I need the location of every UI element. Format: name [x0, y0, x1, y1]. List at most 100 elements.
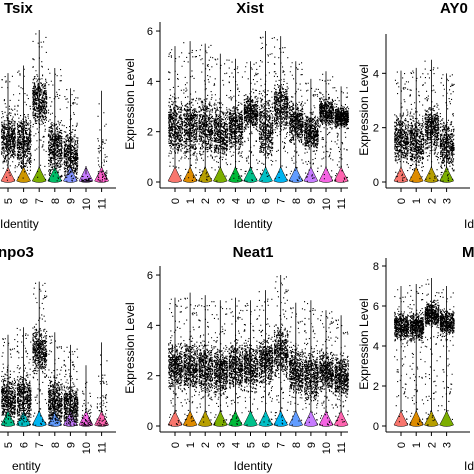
x-tick-label: 6 [261, 198, 273, 204]
y-tick-label: 2 [373, 123, 379, 135]
violin-body [273, 409, 288, 427]
y-axis-label: Expression Level [357, 298, 371, 389]
violin-body [393, 409, 409, 427]
x-tick-label: 7 [276, 198, 288, 204]
y-tick-label: 4 [147, 320, 153, 332]
violin-4: 4 [228, 58, 244, 204]
violin-points [63, 346, 79, 426]
violin-body [333, 409, 349, 427]
x-tick-label: 3 [442, 198, 454, 204]
y-tick-label: 8 [373, 261, 379, 273]
violin-points [424, 60, 440, 182]
violin-body [213, 409, 228, 427]
x-tick-label: 1 [185, 442, 197, 448]
violin-2: 2 [424, 278, 440, 448]
violin-points [258, 36, 274, 182]
y-tick-label: 4 [373, 341, 379, 353]
violin-points [213, 58, 229, 182]
violin-points [228, 59, 244, 182]
violin-points [319, 311, 334, 426]
panel-title: Tsix [4, 0, 34, 17]
violin-points [228, 298, 244, 426]
violin-body [197, 165, 213, 183]
violin-body [197, 409, 213, 427]
violin-points [16, 327, 32, 426]
violin-body [408, 165, 424, 183]
violin-body [0, 165, 16, 183]
y-tick-label: 2 [147, 127, 153, 139]
violin-points [32, 282, 48, 426]
x-tick-label: 11 [97, 198, 109, 209]
violin-body [424, 409, 439, 427]
violin-10: 10 [318, 310, 334, 454]
x-tick-label: 1 [411, 442, 423, 448]
violin-body [213, 165, 228, 183]
violin-points [96, 354, 108, 426]
violin-points [0, 75, 17, 181]
x-tick-label: 7 [34, 442, 46, 448]
violin-body [288, 165, 304, 183]
y-tick-label: 2 [373, 381, 379, 393]
x-tick-label: 0 [396, 198, 408, 204]
violin-5: 5 [0, 73, 17, 204]
violin-body [393, 165, 409, 183]
violin-body [31, 409, 47, 427]
x-tick-label: 6 [19, 198, 31, 204]
x-tick-label: 9 [65, 198, 77, 204]
x-axis-label: entity [12, 459, 41, 473]
violin-body [47, 165, 63, 183]
violin-7: 7 [273, 275, 289, 448]
x-tick-label: 9 [306, 442, 318, 448]
violin-body [94, 165, 109, 183]
panel-title: npo3 [0, 244, 34, 261]
violin-points [16, 68, 32, 179]
x-tick-label: 5 [3, 442, 15, 448]
panel-npo3: npo3 5 6 7 8 9 10 11 entity [0, 244, 116, 473]
violin-8: 8 [47, 68, 63, 204]
violin-6: 6 [16, 65, 32, 204]
violin-body [303, 165, 319, 183]
violin-body [167, 409, 183, 427]
x-tick-label: 10 [321, 198, 333, 210]
x-tick-label: 5 [246, 442, 258, 448]
violin-points [394, 71, 409, 182]
violin-points [273, 37, 289, 181]
violin-0: 0 [393, 70, 409, 204]
violin-0: 0 [167, 297, 183, 448]
violin-5: 5 [0, 334, 16, 448]
violin-10: 10 [78, 365, 94, 454]
violin-points [288, 307, 304, 426]
violin-points [258, 291, 274, 426]
y-tick-label: 4 [373, 68, 379, 80]
y-tick-label: 6 [373, 301, 379, 313]
violin-points [168, 49, 183, 177]
violin-11: 11 [333, 86, 350, 209]
y-tick-label: 0 [147, 421, 153, 433]
x-tick-label: 10 [81, 442, 93, 454]
panel-title: Xist [236, 0, 264, 17]
violin-5: 5 [243, 61, 259, 204]
x-tick-label: 11 [97, 442, 109, 453]
violin-11: 11 [94, 342, 109, 453]
violin-body [318, 165, 334, 183]
violin-body [439, 165, 454, 183]
violin-3: 3 [439, 286, 455, 448]
x-tick-label: 7 [34, 198, 46, 204]
violin-points [409, 285, 425, 425]
violin-points [0, 338, 16, 426]
y-tick-label: 0 [373, 177, 379, 189]
violin-body [273, 165, 288, 183]
violin-4: 4 [228, 297, 244, 448]
violin-body [182, 409, 198, 427]
violin-10: 10 [318, 71, 334, 210]
x-tick-label: 0 [170, 442, 182, 448]
x-tick-label: 1 [411, 198, 423, 204]
violin-points [183, 297, 199, 426]
violin-0: 0 [393, 286, 410, 448]
y-axis-label: Expression Level [123, 302, 137, 393]
x-tick-label: 0 [396, 442, 408, 448]
